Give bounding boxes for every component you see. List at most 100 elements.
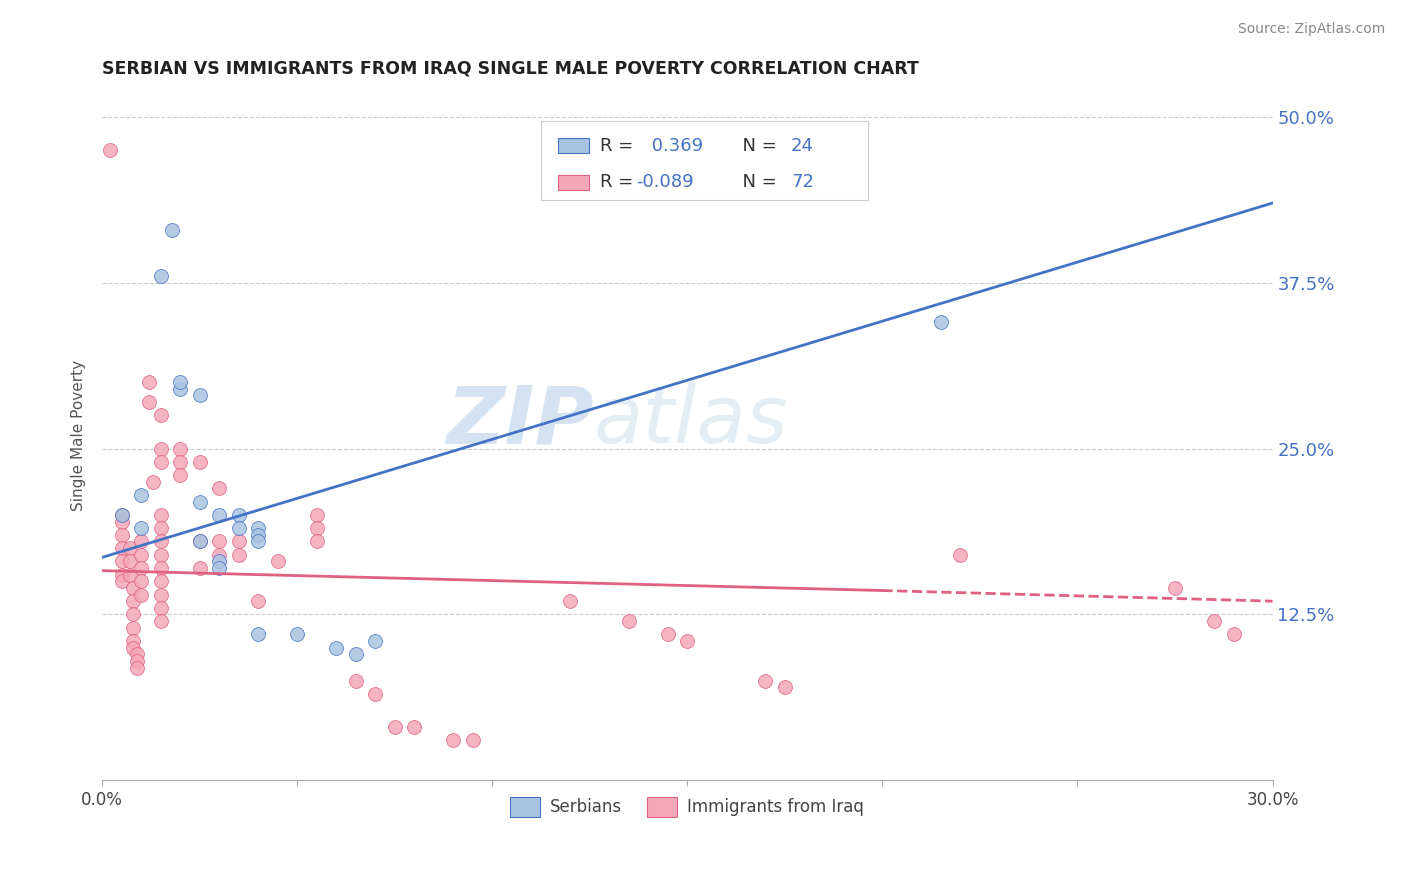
- Point: [111, 508, 134, 522]
- Point: [127, 654, 149, 668]
- Point: [127, 660, 149, 674]
- Point: [111, 541, 134, 555]
- Point: [325, 640, 347, 655]
- Text: -0.089: -0.089: [637, 173, 695, 192]
- Point: [364, 687, 387, 701]
- Point: [247, 594, 270, 608]
- Point: [208, 554, 231, 568]
- Point: [773, 681, 796, 695]
- Point: [111, 528, 134, 542]
- Text: N =: N =: [731, 173, 782, 192]
- Point: [228, 521, 250, 535]
- Point: [228, 534, 250, 549]
- Legend: Serbians, Immigrants from Iraq: Serbians, Immigrants from Iraq: [503, 790, 872, 823]
- Point: [149, 588, 172, 602]
- Point: [111, 574, 134, 589]
- Text: atlas: atlas: [593, 383, 789, 460]
- Point: [138, 375, 160, 389]
- Point: [344, 647, 367, 661]
- Point: [142, 475, 165, 489]
- Point: [162, 222, 184, 236]
- Point: [208, 561, 231, 575]
- Point: [188, 534, 211, 549]
- Point: [560, 594, 582, 608]
- Point: [617, 614, 640, 628]
- Point: [208, 481, 231, 495]
- Point: [127, 647, 149, 661]
- Point: [188, 561, 211, 575]
- Point: [169, 382, 191, 396]
- Point: [285, 627, 308, 641]
- Point: [384, 720, 406, 734]
- Point: [149, 614, 172, 628]
- Point: [149, 548, 172, 562]
- Point: [122, 594, 145, 608]
- Point: [111, 554, 134, 568]
- Point: [149, 508, 172, 522]
- Point: [676, 634, 699, 648]
- Text: N =: N =: [731, 137, 782, 155]
- Point: [949, 548, 972, 562]
- Point: [169, 442, 191, 456]
- Point: [122, 621, 145, 635]
- Point: [228, 508, 250, 522]
- Point: [129, 588, 152, 602]
- Point: [149, 442, 172, 456]
- Text: 24: 24: [792, 137, 814, 155]
- Text: R =: R =: [600, 173, 638, 192]
- Point: [122, 581, 145, 595]
- Point: [228, 548, 250, 562]
- Point: [169, 468, 191, 483]
- Point: [208, 508, 231, 522]
- Point: [188, 534, 211, 549]
- Text: ZIP: ZIP: [446, 383, 593, 460]
- Point: [149, 521, 172, 535]
- Text: 72: 72: [792, 173, 814, 192]
- Point: [1222, 627, 1244, 641]
- Point: [208, 548, 231, 562]
- Point: [149, 409, 172, 423]
- Point: [129, 561, 152, 575]
- Point: [404, 720, 426, 734]
- Point: [169, 375, 191, 389]
- Point: [149, 574, 172, 589]
- Point: [122, 640, 145, 655]
- Text: Source: ZipAtlas.com: Source: ZipAtlas.com: [1237, 22, 1385, 37]
- Point: [129, 548, 152, 562]
- Point: [305, 534, 328, 549]
- Point: [129, 521, 152, 535]
- Point: [1164, 581, 1187, 595]
- Point: [149, 561, 172, 575]
- Point: [208, 534, 231, 549]
- Text: R =: R =: [600, 137, 638, 155]
- Point: [305, 508, 328, 522]
- Point: [169, 455, 191, 469]
- Point: [122, 607, 145, 622]
- Point: [138, 395, 160, 409]
- Point: [247, 528, 270, 542]
- Point: [111, 515, 134, 529]
- Point: [122, 634, 145, 648]
- Point: [188, 455, 211, 469]
- Point: [461, 733, 484, 747]
- Point: [247, 521, 270, 535]
- Point: [344, 673, 367, 688]
- Point: [98, 143, 121, 157]
- Point: [247, 627, 270, 641]
- Point: [149, 455, 172, 469]
- Point: [1202, 614, 1225, 628]
- Text: SERBIAN VS IMMIGRANTS FROM IRAQ SINGLE MALE POVERTY CORRELATION CHART: SERBIAN VS IMMIGRANTS FROM IRAQ SINGLE M…: [103, 60, 920, 78]
- Point: [364, 634, 387, 648]
- Point: [129, 574, 152, 589]
- Point: [118, 541, 141, 555]
- Point: [149, 268, 172, 283]
- Point: [129, 488, 152, 502]
- Point: [188, 494, 211, 508]
- Point: [111, 567, 134, 582]
- Point: [754, 673, 776, 688]
- Point: [267, 554, 290, 568]
- Point: [111, 508, 134, 522]
- Point: [929, 316, 952, 330]
- Text: 0.369: 0.369: [647, 137, 703, 155]
- Y-axis label: Single Male Poverty: Single Male Poverty: [72, 359, 86, 511]
